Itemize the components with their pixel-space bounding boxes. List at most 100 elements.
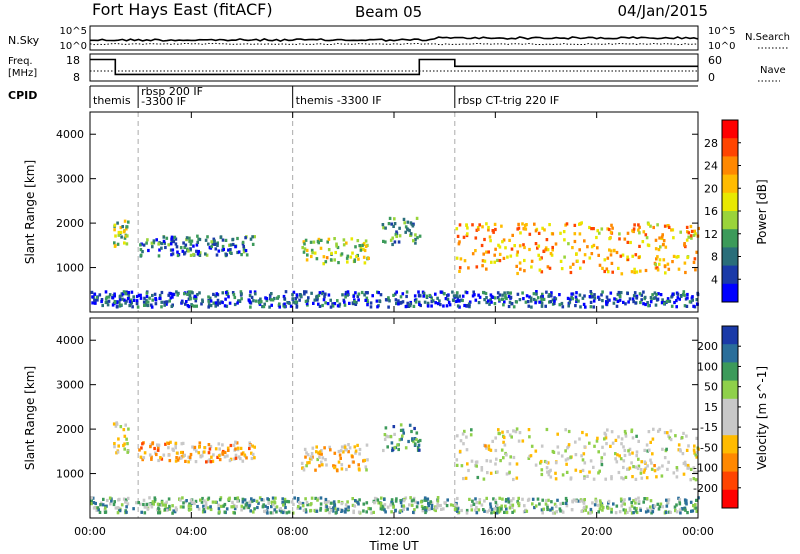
data-cell <box>265 298 269 303</box>
data-cell <box>606 227 609 231</box>
data-cell <box>529 299 533 303</box>
data-cell <box>164 245 167 250</box>
data-cell <box>122 497 126 501</box>
data-cell <box>609 291 613 295</box>
data-cell <box>631 297 635 301</box>
data-cell <box>284 505 287 510</box>
data-cell <box>116 511 120 515</box>
data-cell <box>496 296 500 300</box>
data-cell <box>172 239 175 243</box>
data-cell <box>206 459 210 463</box>
data-cell <box>93 301 97 305</box>
data-cell <box>512 497 515 501</box>
data-cell <box>317 241 320 245</box>
data-cell <box>223 450 227 455</box>
data-cell <box>318 455 321 459</box>
data-cell <box>344 290 348 295</box>
data-cell <box>475 501 479 505</box>
data-cell <box>482 290 485 295</box>
data-cell <box>401 434 404 438</box>
data-cell <box>540 508 544 512</box>
data-cell <box>363 248 367 253</box>
data-cell <box>506 291 509 295</box>
data-cell <box>113 300 117 304</box>
colorbar-swatch <box>722 417 738 436</box>
data-cell <box>666 431 669 435</box>
data-cell <box>483 298 486 302</box>
data-cell <box>216 455 219 459</box>
data-cell <box>612 502 615 506</box>
data-cell <box>113 445 116 449</box>
data-cell <box>140 446 143 450</box>
data-cell <box>244 503 248 507</box>
data-cell <box>610 475 613 479</box>
data-cell <box>146 507 150 511</box>
data-cell <box>123 241 126 245</box>
data-cell <box>667 498 671 502</box>
data-cell <box>697 496 700 500</box>
data-cell <box>116 221 119 225</box>
data-cell <box>338 453 342 457</box>
data-cell <box>598 499 602 503</box>
data-cell <box>650 467 654 471</box>
data-cell <box>620 442 623 446</box>
data-cell <box>677 267 681 271</box>
data-cell <box>657 507 661 511</box>
data-cell <box>581 458 585 462</box>
data-cell <box>412 510 415 514</box>
data-cell <box>240 508 243 512</box>
data-cell <box>296 497 300 501</box>
data-cell <box>320 452 323 456</box>
data-cell <box>446 498 449 502</box>
data-cell <box>180 442 184 446</box>
freq-series <box>90 58 698 76</box>
data-cell <box>466 232 469 236</box>
data-cell <box>448 303 452 307</box>
colorbar-tick-label: 28 <box>704 137 718 150</box>
data-cell <box>637 464 641 468</box>
data-cell <box>205 506 209 510</box>
data-cell <box>186 292 189 296</box>
data-cell <box>160 290 164 295</box>
data-cell <box>551 232 555 236</box>
data-cell <box>324 508 328 513</box>
data-cell <box>365 468 368 472</box>
data-cell <box>634 509 638 513</box>
data-cell <box>647 243 651 248</box>
data-cell <box>187 455 190 459</box>
data-cell <box>388 216 392 220</box>
data-cell <box>647 304 650 308</box>
data-cell <box>644 466 648 470</box>
data-cell <box>490 511 493 515</box>
data-cell <box>511 505 514 509</box>
data-cell <box>516 227 519 231</box>
data-cell <box>219 504 223 508</box>
data-cell <box>175 508 178 512</box>
data-cell <box>278 508 282 512</box>
data-cell <box>317 451 320 455</box>
data-cell <box>364 239 368 243</box>
data-cell <box>367 506 370 511</box>
data-cell <box>649 458 652 462</box>
data-cell <box>193 445 197 449</box>
data-cell <box>496 507 500 511</box>
data-cell <box>635 270 639 274</box>
data-cell <box>582 501 586 505</box>
data-cell <box>329 305 333 309</box>
data-cell <box>488 302 491 306</box>
data-cell <box>354 499 357 503</box>
colorbar-swatch <box>722 247 738 267</box>
data-cell <box>172 509 175 513</box>
data-cell <box>181 450 184 455</box>
data-cell <box>126 450 129 454</box>
data-cell <box>550 500 553 504</box>
data-cell <box>478 501 481 505</box>
data-cell <box>498 293 502 297</box>
data-cell <box>272 503 275 507</box>
data-cell <box>597 450 600 454</box>
data-cell <box>240 297 243 301</box>
data-cell <box>151 298 154 302</box>
data-cell <box>398 234 402 238</box>
data-cell <box>697 226 700 231</box>
data-cell <box>303 247 307 251</box>
